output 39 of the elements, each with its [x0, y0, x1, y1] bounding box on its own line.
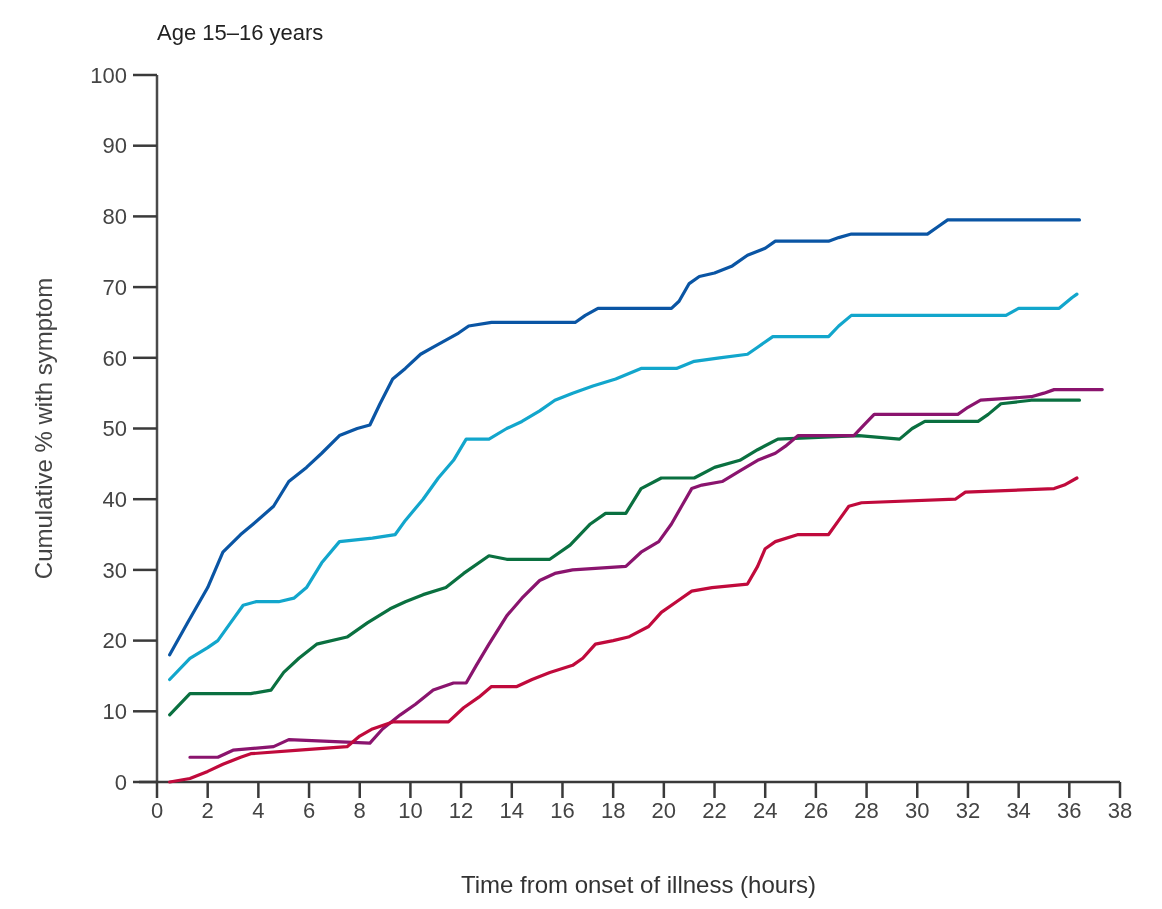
- y-tick-label: 20: [102, 628, 127, 654]
- y-tick-label: 40: [102, 486, 127, 512]
- y-tick-label: 50: [102, 416, 127, 442]
- y-tick-label: 0: [114, 769, 127, 795]
- chart-title: Age 15–16 years: [157, 20, 324, 45]
- y-tick-label: 100: [90, 62, 127, 88]
- x-tick-label: 14: [499, 798, 525, 823]
- y-axis-title: Cumulative % with symptom: [30, 277, 57, 580]
- x-tick-label: 24: [752, 798, 778, 823]
- line-series: [168, 398, 1082, 717]
- x-tick-label: 20: [651, 798, 677, 823]
- x-tick-label: 30: [905, 798, 930, 823]
- x-tick-label: 18: [600, 798, 626, 823]
- y-tick-label: 10: [102, 699, 127, 724]
- x-tick-label: 36: [1057, 798, 1082, 823]
- x-axis-title: Time from onset of illness (hours): [460, 871, 817, 898]
- line-series: [168, 292, 1079, 682]
- x-tick-label: 28: [854, 798, 879, 823]
- x-tick-label: 10: [398, 798, 423, 823]
- y-tick-label: 60: [102, 345, 127, 371]
- x-tick-label: 12: [448, 798, 474, 823]
- line-series: [168, 218, 1082, 657]
- y-tick-label: 80: [102, 204, 127, 230]
- x-tick-label: 0: [150, 798, 164, 823]
- x-tick-label: 26: [803, 798, 829, 823]
- x-tick-label: 2: [201, 798, 214, 823]
- line-series: [188, 388, 1104, 759]
- x-tick-label: 6: [302, 798, 316, 823]
- y-tick-label: 90: [102, 133, 127, 159]
- x-tick-label: 16: [550, 798, 575, 823]
- x-tick-label: 38: [1107, 798, 1133, 823]
- x-tick-label: 8: [353, 798, 366, 823]
- line-series: [168, 476, 1079, 784]
- x-tick-label: 34: [1006, 798, 1031, 823]
- x-tick-label: 22: [702, 798, 727, 823]
- y-tick-label: 30: [102, 557, 127, 583]
- x-tick-label: 4: [252, 798, 265, 823]
- y-tick-label: 70: [102, 274, 127, 300]
- x-tick-label: 32: [955, 798, 981, 823]
